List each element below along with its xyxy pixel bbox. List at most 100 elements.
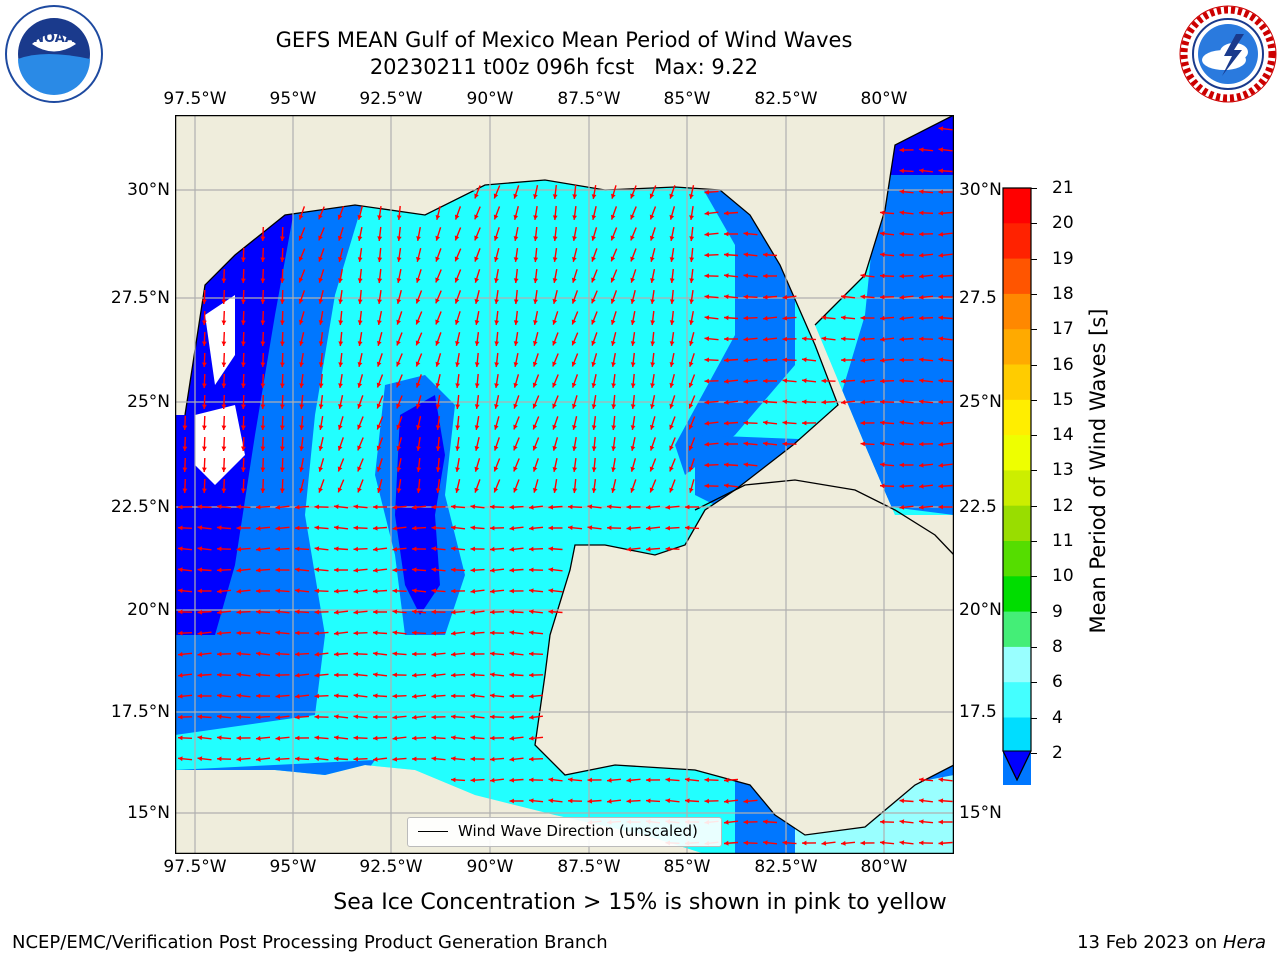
wave-arrow-head bbox=[650, 320, 656, 325]
colorbar-tick-label: 6 bbox=[1052, 672, 1063, 693]
wave-arrow-head bbox=[513, 424, 518, 430]
wave-arrow-head bbox=[280, 362, 285, 367]
wave-arrow-head bbox=[938, 819, 943, 825]
wave-arrow-head bbox=[334, 693, 339, 699]
wave-arrow-head bbox=[353, 588, 359, 594]
wave-arrow-head bbox=[704, 420, 710, 426]
wave-arrow-head bbox=[451, 714, 456, 720]
wave-arrow-head bbox=[256, 609, 261, 615]
colorbar-segment bbox=[1003, 399, 1031, 436]
wave-arrow-head bbox=[318, 214, 323, 220]
wave-arrow-head bbox=[880, 210, 885, 216]
wave-arrow-head bbox=[435, 319, 440, 325]
wave-arrow-head bbox=[260, 383, 266, 388]
wave-arrow-head bbox=[412, 693, 417, 699]
wave-arrow-head bbox=[880, 378, 885, 384]
wave-arrow-head bbox=[802, 399, 807, 405]
wave-arrow-head bbox=[548, 777, 554, 783]
wave-arrow-head bbox=[202, 383, 207, 388]
wave-arrow-head bbox=[318, 446, 324, 451]
noaa-logo-text: NOAA bbox=[33, 31, 75, 46]
map-legend: Wind Wave Direction (unscaled) bbox=[407, 817, 722, 847]
wave-arrow-head bbox=[373, 504, 378, 510]
wave-arrow-head bbox=[704, 231, 710, 237]
wave-arrow-head bbox=[630, 383, 636, 388]
wave-arrow-head bbox=[454, 319, 460, 325]
wave-arrow-head bbox=[338, 299, 343, 304]
wave-arrow-head bbox=[688, 382, 694, 388]
wave-arrow-head bbox=[221, 404, 227, 409]
wave-arrow-head bbox=[782, 294, 788, 300]
wave-arrow-head bbox=[704, 252, 709, 258]
wave-arrow-head bbox=[607, 504, 612, 510]
wave-arrow-head bbox=[338, 362, 344, 367]
colorbar-label: Mean Period of Wind Waves [s] bbox=[1086, 308, 1110, 634]
wave-arrow-head bbox=[649, 235, 655, 241]
wave-arrow-head bbox=[178, 735, 183, 741]
wave-arrow-head bbox=[630, 235, 635, 241]
wave-arrow-head bbox=[899, 819, 905, 825]
wave-arrow-head bbox=[357, 445, 362, 451]
wave-arrow-head bbox=[256, 546, 261, 552]
wave-arrow-head bbox=[724, 357, 729, 363]
wave-arrow-head bbox=[782, 441, 787, 447]
colorbar-tick-label: 19 bbox=[1052, 248, 1074, 269]
wave-arrow-head bbox=[552, 278, 558, 283]
wave-arrow-head bbox=[221, 488, 227, 493]
colorbar-tick-mark bbox=[1031, 576, 1037, 578]
wave-arrow-head bbox=[280, 404, 285, 409]
wave-arrow-head bbox=[704, 462, 709, 468]
wave-arrow-head bbox=[493, 487, 499, 493]
wave-arrow-head bbox=[236, 630, 241, 636]
lon-label-top: 97.5°W bbox=[163, 89, 227, 109]
lon-label-bottom: 90°W bbox=[466, 857, 514, 877]
wave-arrow-head bbox=[299, 425, 305, 430]
wave-arrow-head bbox=[743, 840, 748, 846]
wave-arrow-head bbox=[280, 320, 285, 325]
wave-arrow-head bbox=[880, 252, 885, 258]
wave-arrow-head bbox=[630, 446, 636, 451]
wave-arrow-head bbox=[513, 466, 518, 472]
colorbar-tick-label: 9 bbox=[1052, 601, 1063, 622]
wave-arrow-head bbox=[353, 525, 358, 531]
wave-arrow-head bbox=[611, 425, 617, 430]
wave-arrow-head bbox=[610, 235, 616, 241]
wave-arrow-head bbox=[548, 588, 554, 594]
colorbar-segment bbox=[1003, 188, 1031, 224]
noaa-logo: NOAA bbox=[4, 4, 104, 104]
wave-arrow-head bbox=[724, 336, 729, 342]
wave-arrow-head bbox=[454, 256, 460, 262]
wave-arrow-head bbox=[334, 504, 339, 510]
wave-arrow-head bbox=[938, 189, 943, 195]
wave-arrow-head bbox=[392, 525, 398, 531]
wave-arrow-head bbox=[490, 546, 495, 552]
wave-direction-arrows bbox=[177, 126, 953, 846]
wave-arrow-head bbox=[650, 383, 655, 388]
wave-arrow-head bbox=[509, 567, 515, 573]
wave-arrow-head bbox=[513, 299, 519, 304]
wave-arrow-head bbox=[299, 488, 304, 493]
wave-arrow-head bbox=[298, 235, 304, 241]
lat-label-left: 22.5°N bbox=[110, 497, 170, 517]
wave-arrow-head bbox=[377, 215, 382, 220]
wave-arrow-head bbox=[241, 425, 246, 430]
wave-arrow-head bbox=[763, 420, 768, 426]
wave-arrow-head bbox=[392, 588, 397, 594]
wave-arrow-head bbox=[334, 630, 339, 636]
wave-arrow-head bbox=[202, 362, 207, 367]
wave-arrow-head bbox=[178, 714, 183, 720]
wave-arrow-head bbox=[314, 546, 320, 552]
wave-arrow-head bbox=[689, 340, 694, 346]
wave-arrow-head bbox=[630, 425, 636, 430]
wave-arrow-head bbox=[630, 466, 636, 472]
wave-arrow-head bbox=[435, 467, 441, 472]
colorbar bbox=[1000, 185, 1040, 789]
colorbar-tick-mark bbox=[1031, 188, 1037, 189]
wave-arrow-head bbox=[392, 693, 397, 699]
wave-arrow-head bbox=[202, 299, 207, 304]
wave-arrow-head bbox=[494, 383, 499, 388]
wave-arrow-head bbox=[396, 467, 402, 472]
wave-arrow-head bbox=[571, 298, 577, 304]
wave-arrow-head bbox=[178, 756, 183, 762]
wave-arrow-head bbox=[236, 546, 242, 552]
